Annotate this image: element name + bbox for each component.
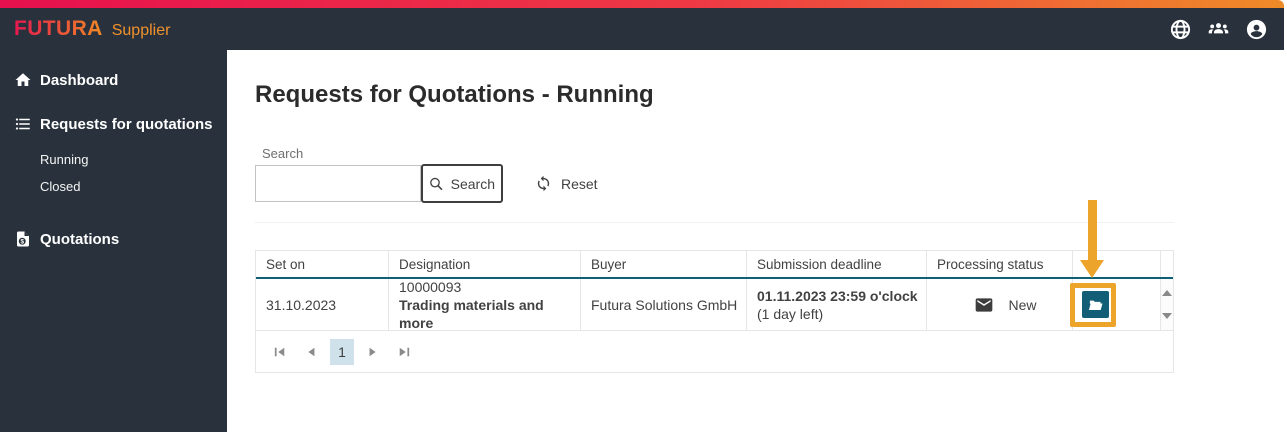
pagination: 1 — [256, 331, 1173, 372]
sidebar-item-label: Quotations — [40, 230, 120, 248]
app-header: FUTURA Supplier — [0, 8, 1284, 50]
cell-processing-status: New — [927, 279, 1073, 330]
users-icon[interactable] — [1207, 18, 1230, 41]
open-request-button[interactable] — [1082, 291, 1109, 318]
search-input[interactable] — [255, 165, 421, 202]
quotation-document-icon: $ — [14, 230, 32, 248]
svg-text:$: $ — [20, 239, 24, 246]
buyer-value: Futura Solutions GmbH — [591, 296, 738, 313]
cell-set-on: 31.10.2023 — [256, 279, 389, 330]
sidebar-item-label: Requests for quotations — [40, 115, 213, 133]
top-accent-bar — [0, 0, 1284, 8]
status-label: New — [1008, 296, 1037, 313]
sidebar: Dashboard Requests for quotations Runnin… — [0, 50, 227, 432]
home-icon — [14, 71, 32, 89]
main-content: Requests for Quotations - Running Search… — [227, 50, 1287, 432]
first-page-button[interactable] — [268, 340, 292, 364]
sidebar-subitem-label: Running — [40, 152, 89, 167]
table-header-row: Set on Designation Buyer Submission dead… — [256, 251, 1173, 279]
set-on-value: 31.10.2023 — [266, 296, 337, 313]
brand-name: FUTURA — [14, 17, 103, 40]
column-header-scroll — [1161, 251, 1173, 277]
list-icon — [14, 115, 32, 133]
header-actions — [1169, 18, 1268, 41]
row-scrollbar[interactable] — [1161, 279, 1173, 330]
column-header-designation: Designation — [389, 251, 581, 277]
search-icon — [430, 177, 443, 190]
last-page-button[interactable] — [392, 340, 416, 364]
cell-submission-deadline: 01.11.2023 23:59 o'clock (1 day left) — [747, 279, 927, 330]
sidebar-item-quotations[interactable]: $ Quotations — [0, 217, 227, 261]
next-page-button[interactable] — [361, 340, 385, 364]
sidebar-item-label: Dashboard — [40, 71, 119, 89]
first-page-icon — [274, 347, 285, 356]
sidebar-subitem-closed[interactable]: Closed — [0, 173, 227, 200]
column-header-submission-deadline: Submission deadline — [747, 251, 927, 277]
page-title: Requests for Quotations - Running — [255, 81, 654, 108]
sidebar-subitem-label: Closed — [40, 179, 81, 194]
section-divider — [255, 222, 1174, 223]
current-page-button[interactable]: 1 — [330, 338, 354, 365]
annotation-arrow — [1088, 200, 1097, 260]
brand-logo: FUTURA Supplier — [14, 17, 170, 41]
designation-number: 10000093 — [399, 278, 462, 295]
account-icon[interactable] — [1245, 18, 1268, 41]
previous-page-icon — [308, 347, 315, 356]
globe-icon[interactable] — [1169, 18, 1192, 41]
brand-product-label: Supplier — [111, 22, 171, 39]
rfq-table: Set on Designation Buyer Submission dead… — [255, 250, 1174, 373]
column-header-actions — [1073, 251, 1161, 277]
search-button-label: Search — [450, 175, 495, 192]
sidebar-subitem-running[interactable]: Running — [0, 146, 227, 173]
cell-action — [1073, 279, 1161, 330]
next-page-icon — [369, 347, 376, 356]
search-label: Search — [262, 146, 304, 161]
column-header-buyer: Buyer — [581, 251, 747, 277]
reset-button[interactable]: Reset — [529, 164, 604, 203]
annotation-highlight-box — [1070, 283, 1116, 327]
table-row: 31.10.2023 10000093 Trading materials an… — [256, 279, 1173, 331]
scroll-down-icon[interactable] — [1162, 313, 1172, 319]
deadline-date: 01.11.2023 23:59 o'clock — [757, 287, 918, 304]
column-header-processing-status: Processing status — [927, 251, 1073, 277]
sidebar-item-requests-for-quotations[interactable]: Requests for quotations — [0, 102, 227, 146]
search-button[interactable]: Search — [421, 164, 503, 203]
deadline-note: (1 day left) — [757, 305, 824, 322]
designation-title: Trading materials and more — [399, 296, 544, 331]
previous-page-button[interactable] — [299, 340, 323, 364]
reset-button-label: Reset — [561, 175, 598, 192]
reset-icon — [537, 175, 550, 192]
cell-buyer: Futura Solutions GmbH — [581, 279, 747, 330]
cell-designation: 10000093 Trading materials and more — [389, 278, 581, 331]
last-page-icon — [399, 347, 410, 356]
sidebar-item-dashboard[interactable]: Dashboard — [0, 58, 227, 102]
annotation-arrow-head — [1080, 260, 1104, 278]
folder-open-icon — [1088, 300, 1103, 310]
column-header-set-on: Set on — [256, 251, 389, 277]
scroll-up-icon[interactable] — [1162, 290, 1172, 296]
envelope-icon — [976, 297, 993, 312]
